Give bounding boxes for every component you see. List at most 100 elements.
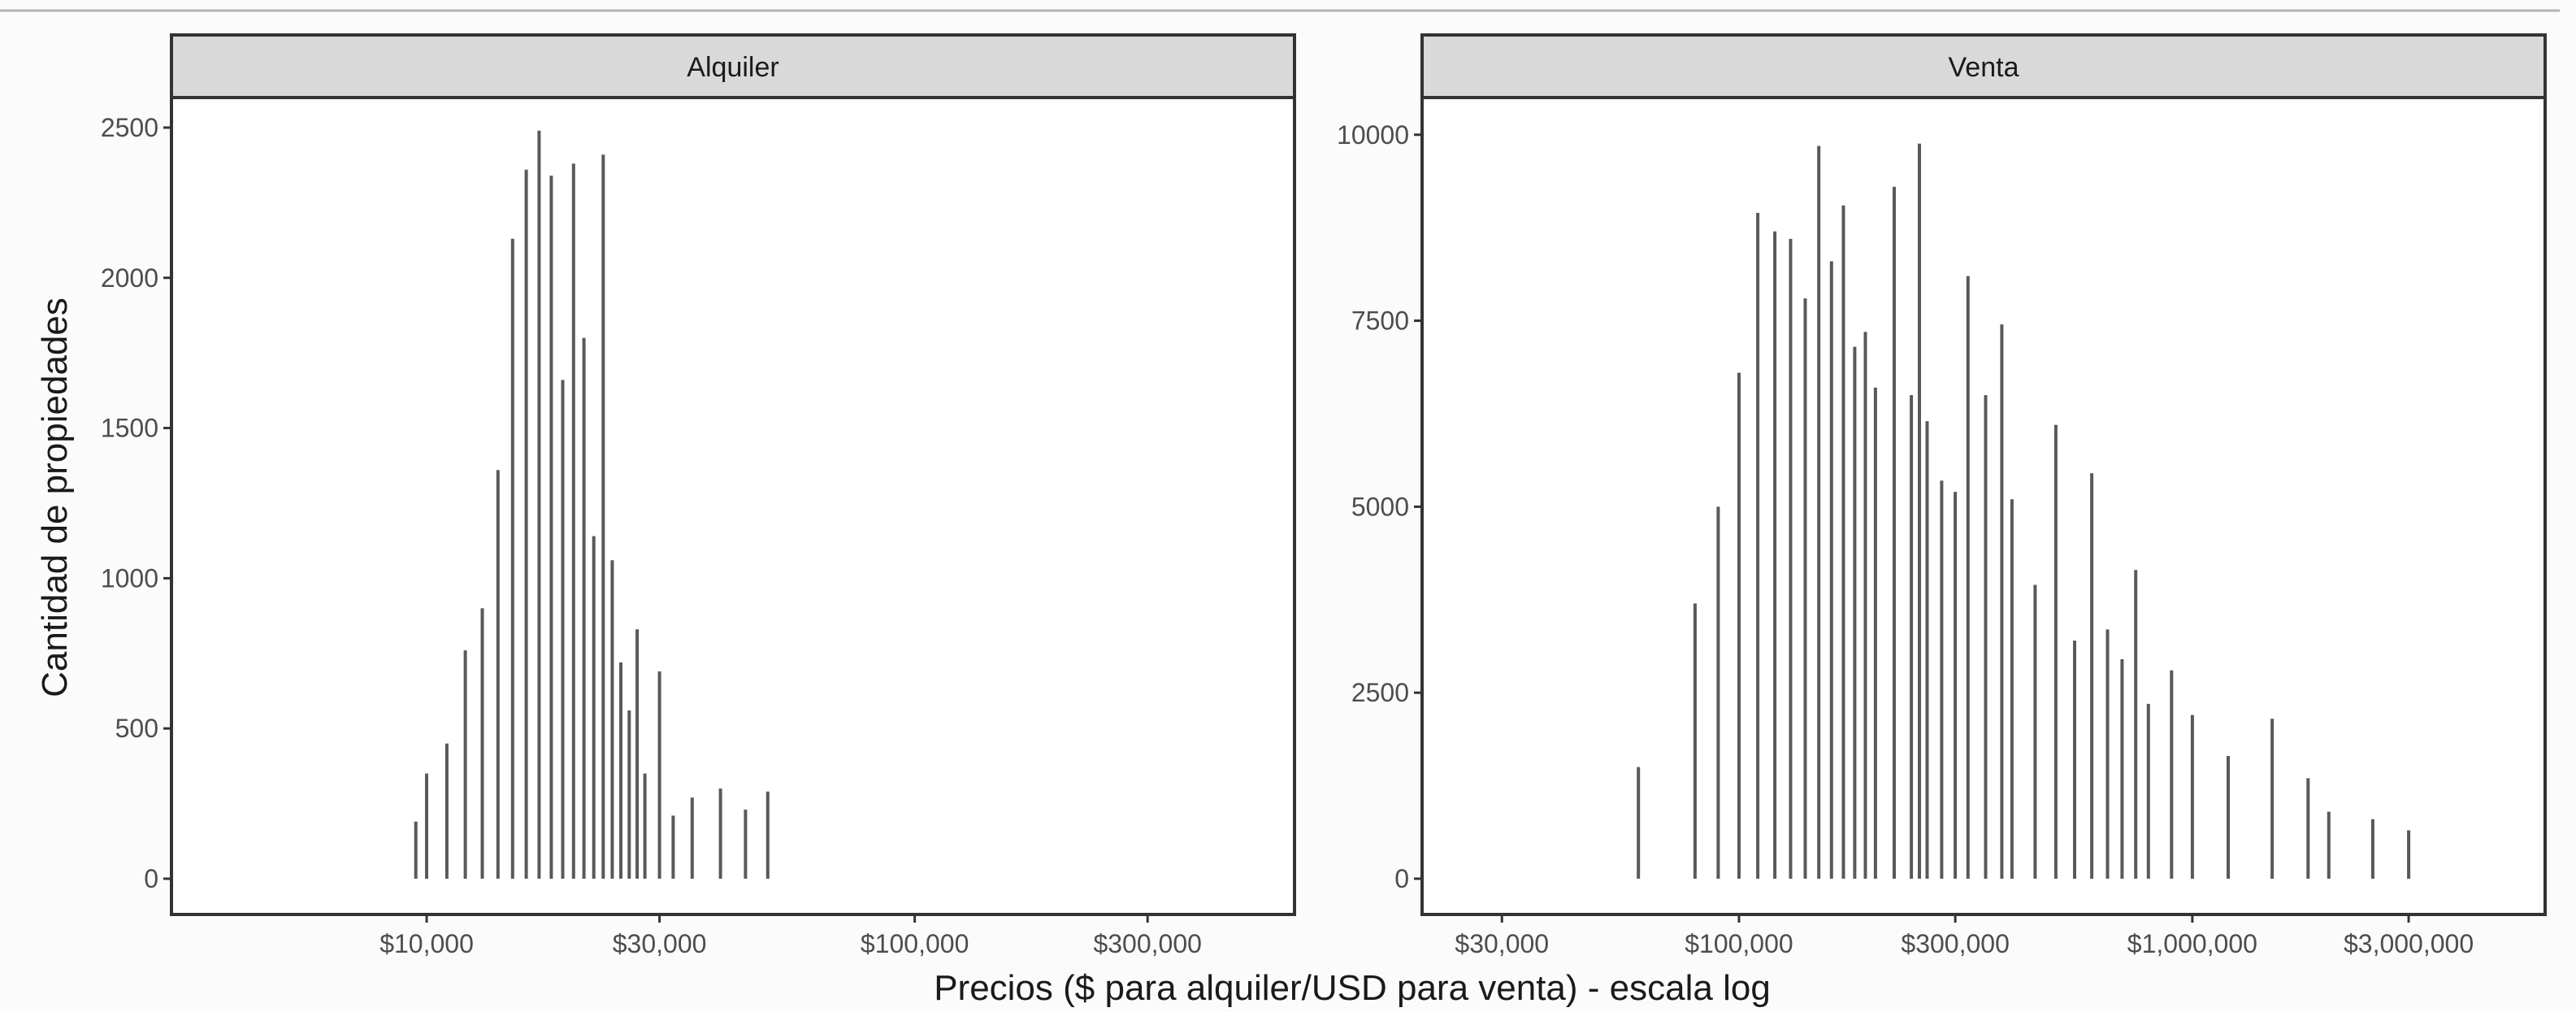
bar [2270,719,2275,879]
bar [643,773,647,879]
bar [480,608,484,879]
bar [1693,603,1697,879]
bar [2227,756,2230,879]
bar [718,788,722,879]
bar [671,815,675,879]
x-tick-label: $100,000 [1685,929,1793,958]
bar [2000,324,2004,880]
x-tick-label: $1,000,000 [2127,929,2257,958]
x-tick-label: $3,000,000 [2344,929,2474,958]
panel-alquiler-x-axis: $10,000 $30,000 $100,000 $300,000 [379,914,1202,958]
y-tick-label: 5000 [1351,492,1409,521]
panel-venta-y-axis: 0 2500 5000 7500 10000 [1337,120,1422,893]
bar [1637,767,1641,879]
bar [1910,395,1914,880]
panel-venta-bars [1637,143,2411,880]
x-tick-label: $30,000 [613,929,707,958]
bar [657,671,661,879]
bar [601,154,605,879]
bar [2105,629,2110,879]
bar [445,743,449,879]
bar [1716,506,1720,879]
bar [1873,387,1877,879]
bar [765,791,770,879]
bar [496,470,500,879]
bar [2190,714,2194,879]
y-tick-label: 1500 [101,414,158,443]
panel-alquiler-background [171,98,1295,914]
bar [2120,659,2124,879]
bar [1817,146,1821,879]
bar [2327,811,2331,879]
panel-alquiler-bars [414,130,770,880]
strip-venta-label: Venta [1949,52,2019,83]
bar [524,169,528,879]
bar [537,130,541,879]
bar [1984,395,1988,880]
bar [2370,819,2374,879]
bar [1940,480,1944,879]
y-tick-label: 2500 [1351,678,1409,707]
bar [610,560,614,879]
bar [1756,212,1760,879]
bar [1841,205,1845,879]
bar [1803,298,1807,880]
x-tick-label: $30,000 [1455,929,1549,958]
bar [744,810,748,879]
bar [2134,570,2138,879]
x-tick-label: $300,000 [1901,929,2009,958]
bar [1737,372,1741,880]
bar [1925,421,1929,879]
bar [1863,332,1867,879]
bar [414,821,418,879]
y-tick-label: 0 [1394,864,1409,893]
x-tick-label: $300,000 [1093,929,1201,958]
bar [1893,186,1896,880]
strip-venta [1420,33,2547,99]
bar [1954,492,1958,879]
bar [2053,424,2058,879]
bar [510,238,514,879]
bar [549,176,553,880]
strip-alquiler-label: Alquiler [687,52,778,83]
bar [1918,143,1921,879]
bar [425,773,428,879]
panel-venta-background [1422,98,2545,914]
y-tick-label: 0 [144,864,158,893]
y-tick-label: 2000 [101,263,158,293]
bar [571,163,575,880]
y-tick-label: 1000 [101,563,158,593]
bar [2090,473,2094,879]
bar [635,629,640,879]
panel-venta: Venta 0 2500 5000 7500 10000 $30,000 $100,000… [1337,33,2547,958]
bar [2010,499,2014,879]
panel-venta-x-axis: $30,000 $100,000 $300,000 $1,000,000 $3,000,… [1455,914,2474,958]
bar [561,380,565,879]
panel-venta-frame [1420,96,2547,916]
x-axis-title: Precios ($ para alquiler/USD para venta)… [934,968,1771,1008]
bar [2170,670,2174,879]
panel-alquiler: Alquiler 0 500 1000 1500 2000 2500 $10,000 $30… [101,33,1296,958]
bar [463,650,467,879]
bar [1789,238,1793,879]
y-axis-title: Cantidad de propiedades [35,298,75,697]
panel-alquiler-frame [170,96,1296,916]
bar [1966,276,1970,879]
strip-alquiler [170,33,1296,99]
bar [619,662,622,879]
bar [690,797,694,879]
y-tick-label: 500 [115,714,158,743]
bar [582,337,586,879]
bar [2033,584,2037,879]
bar [2146,703,2150,879]
bar [2306,778,2310,879]
y-tick-label: 7500 [1351,306,1409,336]
bar [592,536,596,879]
bar [2073,641,2076,879]
bar [1853,346,1857,880]
x-tick-label: $100,000 [861,929,969,958]
bar [627,710,631,879]
bar [1829,261,1833,879]
x-tick-label: $10,000 [379,929,474,958]
